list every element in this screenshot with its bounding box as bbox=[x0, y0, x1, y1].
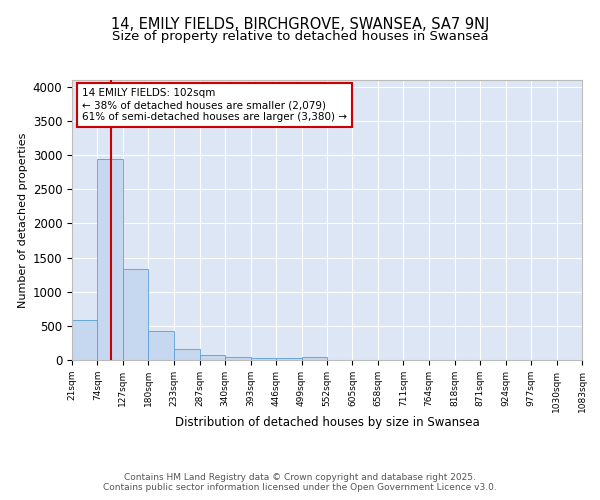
Bar bbox=[302, 356, 327, 360]
Bar bbox=[72, 320, 97, 360]
Bar bbox=[276, 358, 302, 360]
Bar bbox=[174, 349, 200, 360]
Text: Contains HM Land Registry data © Crown copyright and database right 2025.
Contai: Contains HM Land Registry data © Crown c… bbox=[103, 473, 497, 492]
Bar bbox=[225, 356, 251, 360]
Bar bbox=[97, 158, 123, 360]
Bar bbox=[148, 332, 174, 360]
X-axis label: Distribution of detached houses by size in Swansea: Distribution of detached houses by size … bbox=[175, 416, 479, 429]
Text: Size of property relative to detached houses in Swansea: Size of property relative to detached ho… bbox=[112, 30, 488, 43]
Y-axis label: Number of detached properties: Number of detached properties bbox=[19, 132, 28, 308]
Bar bbox=[251, 358, 276, 360]
Bar bbox=[123, 269, 148, 360]
Bar bbox=[200, 355, 225, 360]
Text: 14, EMILY FIELDS, BIRCHGROVE, SWANSEA, SA7 9NJ: 14, EMILY FIELDS, BIRCHGROVE, SWANSEA, S… bbox=[111, 18, 489, 32]
Text: 14 EMILY FIELDS: 102sqm
← 38% of detached houses are smaller (2,079)
61% of semi: 14 EMILY FIELDS: 102sqm ← 38% of detache… bbox=[82, 88, 347, 122]
